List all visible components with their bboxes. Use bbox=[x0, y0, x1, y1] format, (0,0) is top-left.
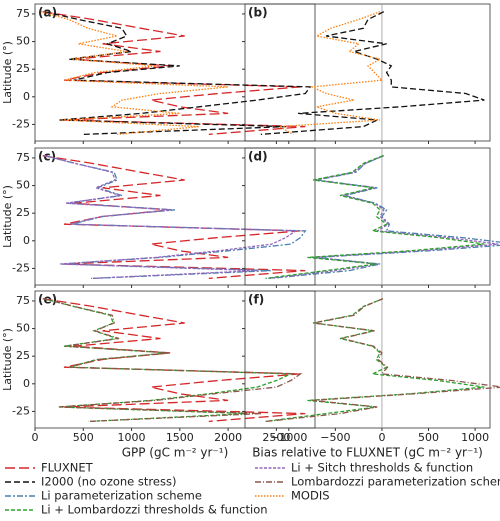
x-tick-label: 500 bbox=[418, 431, 439, 444]
legend-label: MODIS bbox=[291, 489, 330, 503]
y-tick-label: 75 bbox=[16, 151, 30, 164]
plot-frame bbox=[34, 290, 316, 429]
series-line bbox=[43, 298, 292, 423]
y-tick-label: -25 bbox=[12, 117, 30, 130]
series-line bbox=[40, 11, 229, 136]
x-tick-label: 500 bbox=[73, 431, 94, 444]
y-tick-label: 0 bbox=[23, 90, 30, 103]
plot-frame bbox=[244, 290, 491, 429]
series-line bbox=[42, 298, 306, 423]
series-line bbox=[277, 11, 384, 135]
y-tick-label: 75 bbox=[16, 294, 30, 307]
y-axis-label: Latitude (°) bbox=[1, 328, 14, 391]
series-line bbox=[44, 11, 312, 136]
series-line bbox=[260, 11, 485, 136]
series-line bbox=[42, 155, 306, 280]
y-tick-label: 0 bbox=[23, 377, 30, 390]
x-axis-label: Bias relative to FLUXNET (gC m⁻² yr⁻¹) bbox=[252, 446, 483, 460]
y-tick-label: 50 bbox=[16, 322, 30, 335]
series-line bbox=[265, 298, 485, 423]
y-tick-label: 50 bbox=[16, 35, 30, 48]
y-tick-label: 25 bbox=[16, 349, 30, 362]
y-axis-label: Latitude (°) bbox=[1, 185, 14, 248]
plot-frame bbox=[244, 3, 491, 142]
plot-frame bbox=[34, 3, 316, 142]
legend-label: Li + Lombardozzi thresholds & function bbox=[41, 503, 268, 517]
x-tick-label: 1500 bbox=[166, 431, 194, 444]
series-line bbox=[265, 155, 485, 280]
y-tick-label: 50 bbox=[16, 179, 30, 192]
legend-label: Li parameterization scheme bbox=[41, 489, 202, 503]
x-axis-label: GPP (gC m⁻² yr⁻¹) bbox=[122, 446, 229, 460]
y-tick-label: 75 bbox=[16, 7, 30, 20]
y-tick-label: 0 bbox=[23, 234, 30, 247]
legend-label: I2000 (no ozone stress) bbox=[41, 475, 176, 489]
y-tick-label: 25 bbox=[16, 206, 30, 219]
x-tick-label: 0 bbox=[32, 431, 39, 444]
panel-label: (b) bbox=[248, 6, 268, 20]
series-line bbox=[266, 298, 500, 423]
series-line bbox=[42, 11, 306, 136]
x-tick-label: 0 bbox=[378, 431, 385, 444]
plot-frame bbox=[244, 147, 491, 286]
x-tick-label: 1000 bbox=[461, 431, 489, 444]
x-tick-label: −500 bbox=[320, 431, 350, 444]
x-tick-label: 1000 bbox=[118, 431, 146, 444]
y-tick-label: 25 bbox=[16, 62, 30, 75]
x-tick-label: 2500 bbox=[262, 431, 290, 444]
legend-label: FLUXNET bbox=[41, 461, 94, 475]
y-tick-label: -25 bbox=[12, 404, 30, 417]
panel-label: (f) bbox=[248, 293, 264, 307]
legend-label: Lombardozzi parameterization scheme bbox=[291, 475, 500, 489]
y-tick-label: -25 bbox=[12, 261, 30, 274]
y-axis-label: Latitude (°) bbox=[1, 41, 14, 104]
panel-label: (d) bbox=[248, 150, 268, 164]
legend-label: Li + Sitch thresholds & function bbox=[291, 461, 473, 475]
series-line bbox=[268, 155, 499, 280]
plot-frame bbox=[34, 147, 316, 286]
series-line bbox=[43, 298, 303, 423]
x-tick-label: −1000 bbox=[270, 431, 307, 444]
series-line bbox=[270, 155, 500, 280]
series-line bbox=[44, 155, 307, 280]
x-tick-label: 2000 bbox=[214, 431, 242, 444]
